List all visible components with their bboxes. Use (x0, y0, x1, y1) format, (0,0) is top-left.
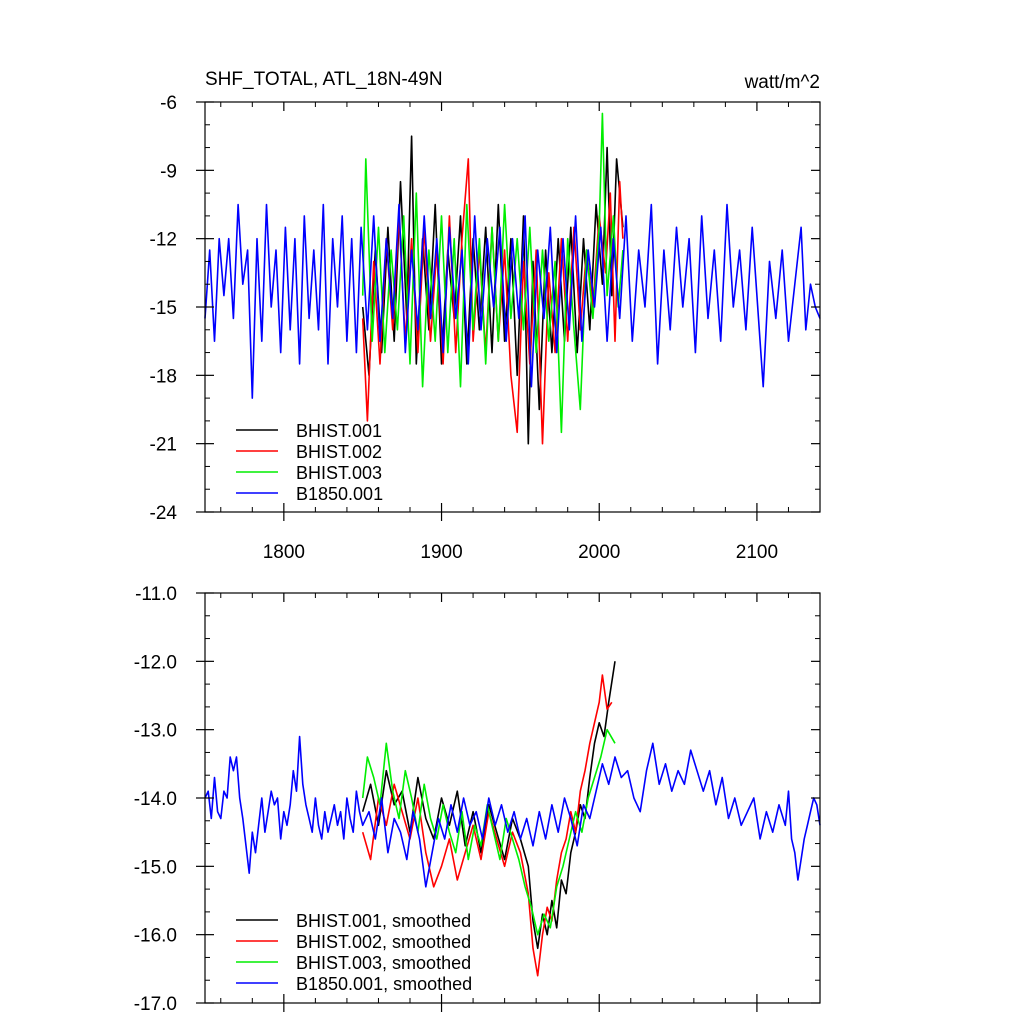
bottom-ytick-label: -15.0 (134, 857, 177, 878)
top-ytick-label: -15 (150, 298, 177, 319)
top-ytick-label: -6 (160, 93, 177, 114)
top-ytick-label: -21 (150, 435, 177, 456)
bottom-axis-ticks: -11.0 -12.0 -13.0 -14.0 -15.0 -16.0 -17.0 (134, 584, 821, 1015)
top-legend-label: BHIST.002 (296, 442, 382, 462)
top-xtick-label: 2000 (578, 542, 620, 563)
top-series-group (204, 112, 821, 445)
top-panel: -6 -9 -12 -15 -18 -21 -24 1800 1900 2000 2100 BHIS… (150, 93, 821, 563)
top-xtick-label: 1900 (420, 542, 462, 563)
top-ytick-label: -18 (150, 366, 177, 387)
top-ytick-label: -9 (160, 161, 177, 182)
chart-title: SHF_TOTAL, ATL_18N-49N (205, 69, 443, 90)
bottom-ytick-label: -16.0 (134, 926, 177, 947)
top-xtick-label: 1800 (263, 542, 305, 563)
bottom-series-line-4 (204, 735, 821, 888)
bottom-ytick-label: -12.0 (134, 652, 177, 673)
units-label: watt/m^2 (744, 72, 820, 93)
top-axis-ticks: -6 -9 -12 -15 -18 -21 -24 1800 1900 2000 2100 (150, 93, 821, 563)
top-legend-label: BHIST.003 (296, 463, 382, 483)
bottom-legend-label: B1850.001, smoothed (296, 974, 472, 994)
top-legend-label: B1850.001 (296, 484, 383, 504)
bottom-ytick-label: -11.0 (135, 584, 177, 605)
bottom-ytick-label: -14.0 (134, 789, 177, 810)
bottom-ytick-label: -13.0 (134, 721, 177, 742)
top-legend-label: BHIST.001 (296, 421, 382, 441)
top-ytick-label: -12 (150, 230, 177, 251)
bottom-panel: -11.0 -12.0 -13.0 -14.0 -15.0 -16.0 -17.0 BHIS… (134, 584, 821, 1015)
bottom-series-group (204, 661, 821, 977)
bottom-ytick-label: -17.0 (134, 994, 177, 1015)
top-series-line-4 (204, 203, 821, 399)
top-ytick-label: -24 (150, 503, 178, 524)
bottom-legend-label: BHIST.001, smoothed (296, 911, 471, 931)
bottom-legend-label: BHIST.002, smoothed (296, 932, 471, 952)
top-xtick-label: 2100 (736, 542, 778, 563)
bottom-legend-label: BHIST.003, smoothed (296, 953, 471, 973)
